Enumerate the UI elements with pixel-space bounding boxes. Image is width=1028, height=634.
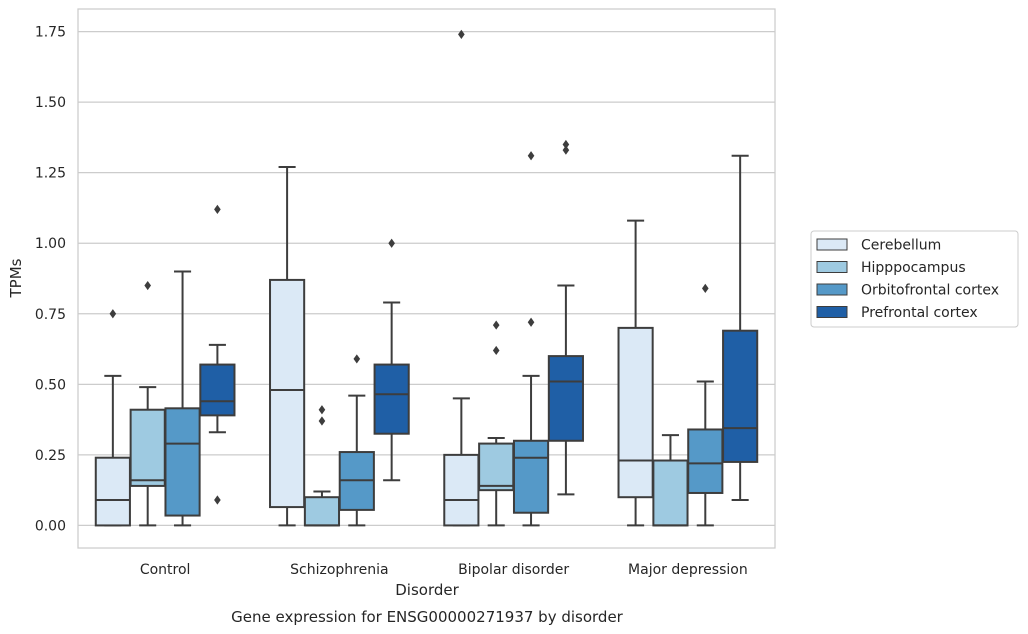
box-body <box>164 407 201 517</box>
box-cerebellum <box>269 166 306 527</box>
outlier-point <box>214 495 221 505</box>
plot-area-frame <box>77 8 776 549</box>
box-body <box>199 363 236 417</box>
box-orbitofrontal-cortex <box>687 283 724 527</box>
x-tick-label: Major depression <box>628 562 748 578</box>
legend-swatch <box>816 283 848 296</box>
outlier-point <box>562 139 570 150</box>
legend-frame <box>810 230 1019 328</box>
box-body <box>722 329 759 463</box>
y-tick-label: 0.50 <box>35 377 66 393</box>
box-prefrontal-cortex <box>722 154 759 502</box>
box-body <box>94 456 131 527</box>
legend-swatch <box>816 261 848 273</box>
x-axis-ticks: Control Schizophrenia Bipolar disorder Majo… <box>140 562 748 578</box>
x-axis-title: Disorder <box>395 581 459 599</box>
box-body <box>478 442 515 492</box>
outlier-point <box>701 283 709 293</box>
outlier-point <box>144 280 152 291</box>
box-body <box>687 428 724 494</box>
y-tick-label: 0.25 <box>35 448 66 464</box>
box-prefrontal-cortex <box>547 139 584 496</box>
outlier-point <box>388 238 395 248</box>
legend-label: Hipppocampus <box>861 260 966 276</box>
box-hipppocampus <box>652 434 689 527</box>
legend-label: Prefrontal cortex <box>861 305 978 321</box>
box-body <box>512 439 550 514</box>
y-tick-label: 1.25 <box>35 166 66 182</box>
box-body <box>373 363 410 435</box>
box-body <box>129 408 166 487</box>
outlier-point <box>492 345 500 356</box>
legend-label: Cerebellum <box>861 238 941 254</box>
y-tick-label: 1.00 <box>35 236 66 252</box>
box-body <box>443 453 480 527</box>
box-body <box>547 355 584 442</box>
box-body <box>617 326 654 499</box>
x-tick-label: Control <box>140 562 191 578</box>
outlier-point <box>562 145 570 155</box>
box-cerebellum <box>94 309 131 527</box>
box-orbitofrontal-cortex <box>164 270 201 527</box>
outlier-point <box>318 405 326 415</box>
y-tick-label: 1.75 <box>35 25 66 41</box>
y-tick-label: 1.50 <box>35 95 66 111</box>
outlier-point <box>527 317 535 327</box>
box-hipppocampus <box>129 280 166 527</box>
chart-caption: Gene expression for ENSG00000271937 by d… <box>231 608 624 626</box>
box-orbitofrontal-cortex <box>338 354 375 527</box>
box-body <box>269 278 306 509</box>
box-prefrontal-cortex <box>199 204 236 505</box>
x-tick-label: Bipolar disorder <box>458 562 569 578</box>
box-prefrontal-cortex <box>373 238 410 482</box>
boxes <box>94 29 759 527</box>
box-orbitofrontal-cortex <box>512 151 550 527</box>
y-axis-ticks: 0.00 0.25 0.50 0.75 1.00 1.25 1.50 1.75 <box>35 25 66 535</box>
outlier-point <box>318 416 326 426</box>
legend: Cerebellum Hipppocampus Orbitofrontal cort… <box>810 230 1019 328</box>
outlier-point <box>109 309 117 319</box>
box-cerebellum <box>443 29 480 527</box>
box-body <box>652 459 689 527</box>
box-hipppocampus <box>303 405 341 527</box>
outlier-point <box>353 354 361 364</box>
outlier-point <box>214 204 221 214</box>
y-axis-title: TPMs <box>7 258 25 298</box>
outlier-point <box>458 29 465 39</box>
legend-swatch <box>816 306 848 318</box>
outlier-point <box>492 320 500 330</box>
legend-swatch <box>816 238 848 251</box>
y-tick-label: 0.75 <box>35 307 66 323</box>
x-tick-label: Schizophrenia <box>290 562 388 578</box>
box-body <box>303 496 341 527</box>
box-cerebellum <box>617 219 654 527</box>
y-tick-label: 0.00 <box>35 518 66 534</box>
box-hipppocampus <box>478 320 515 527</box>
outlier-point <box>527 151 535 161</box>
legend-label: Orbitofrontal cortex <box>861 283 999 299</box>
